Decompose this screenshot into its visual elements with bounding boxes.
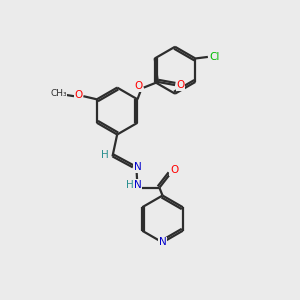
Text: N: N bbox=[159, 238, 167, 248]
Text: N: N bbox=[134, 180, 141, 190]
Text: O: O bbox=[177, 80, 185, 90]
Text: O: O bbox=[74, 90, 83, 100]
Text: H: H bbox=[126, 180, 134, 190]
Text: CH₃: CH₃ bbox=[50, 89, 67, 98]
Text: O: O bbox=[170, 166, 178, 176]
Text: H: H bbox=[101, 149, 109, 160]
Text: Cl: Cl bbox=[210, 52, 220, 62]
Text: N: N bbox=[134, 162, 141, 172]
Text: O: O bbox=[134, 81, 142, 91]
